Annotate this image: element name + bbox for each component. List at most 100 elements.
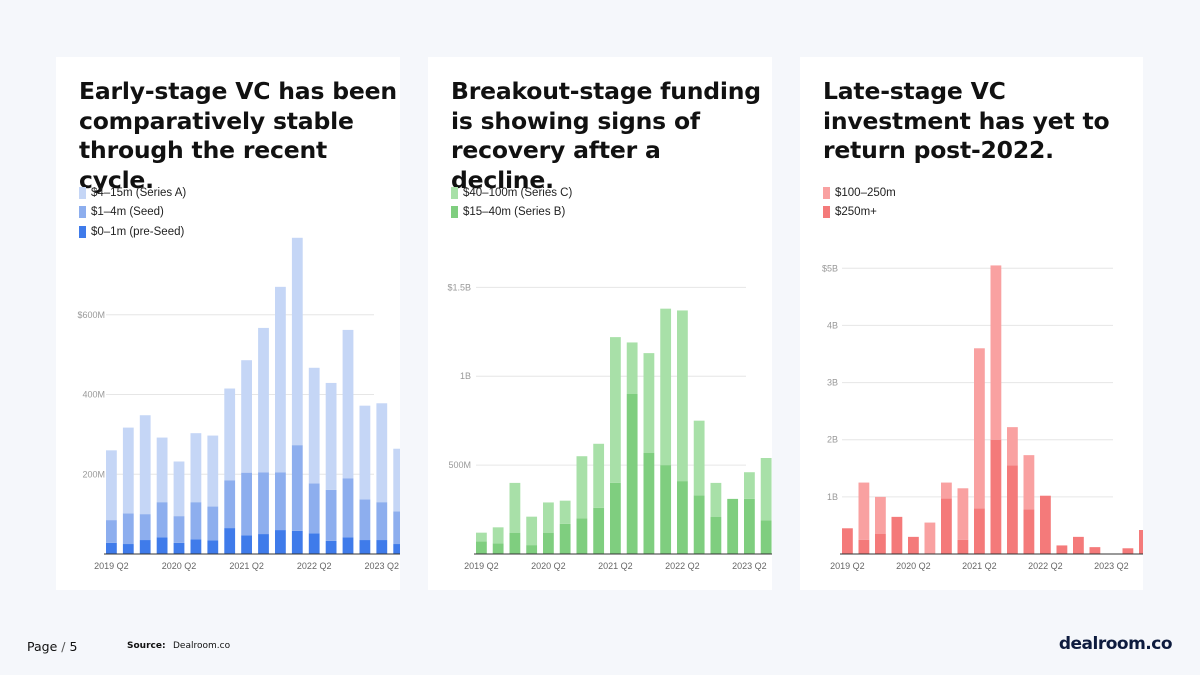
bar-segment	[492, 527, 504, 544]
bar-segment	[858, 482, 870, 540]
bar-segment	[858, 539, 870, 554]
bar-segment	[106, 520, 117, 543]
chart-legend: $4–15m (Series A) $1–4m (Seed) $0–1m (pr…	[79, 183, 186, 242]
bar-segment	[610, 482, 621, 554]
legend-swatch	[823, 186, 830, 199]
bar-segment	[308, 367, 320, 484]
bar-segment	[106, 450, 117, 521]
bar-segment	[173, 516, 185, 543]
legend-label: $4–15m (Series A)	[91, 186, 187, 199]
bar-segment	[957, 488, 969, 540]
bar-segment	[359, 540, 371, 554]
bar-segment	[610, 337, 621, 483]
bar-segment	[1023, 455, 1035, 510]
bar-segment	[308, 483, 320, 534]
bar-segment	[342, 478, 354, 538]
bar-segment	[190, 502, 202, 540]
y-tick-label: 1B	[827, 492, 838, 502]
bar-segment	[190, 433, 202, 503]
bar-segment	[710, 516, 722, 554]
legend-swatch	[79, 186, 86, 199]
bar-segment	[342, 329, 354, 479]
bar-segment	[908, 536, 919, 554]
bar-segment	[1056, 545, 1068, 554]
chart-card-breakout-stage: Breakout-stage funding is showing signs …	[428, 57, 772, 590]
legend-label: $15–40m (Series B)	[463, 206, 566, 219]
bar-segment	[941, 498, 952, 554]
legend-label: $1–4m (Seed)	[91, 206, 164, 219]
legend-item: $40–100m (Series C)	[451, 183, 572, 203]
legend-swatch	[451, 206, 458, 219]
bar-segment	[576, 518, 588, 554]
bar-segment	[325, 540, 337, 554]
chart-title: Early-stage VC has been comparatively st…	[79, 77, 397, 194]
bar-segment	[990, 265, 1002, 440]
bar-segment	[258, 534, 269, 554]
y-tick-label: 1B	[460, 371, 471, 381]
legend-item: $0–1m (pre-Seed)	[79, 222, 186, 242]
source-label: Source:	[127, 641, 166, 651]
bar-segment	[1073, 536, 1084, 554]
x-tick-label: 2020 Q2	[162, 561, 197, 571]
bar-segment	[559, 523, 571, 554]
bar-chart-breakout-stage: 500M 1B $1.5B 2019 Q2 2020 Q2 2021 Q2 2022 Q2 2…	[447, 282, 772, 571]
bar-segment	[393, 448, 400, 512]
bar-segment	[693, 420, 705, 496]
bar-segment	[275, 530, 286, 554]
x-tick-label: 2019 Q2	[94, 561, 129, 571]
bar-segment	[1007, 465, 1018, 554]
x-tick-label: 2021 Q2	[598, 561, 633, 571]
bar-segment	[543, 502, 554, 533]
x-tick-label: 2022 Q2	[297, 561, 332, 571]
legend-label: $0–1m (pre-Seed)	[91, 225, 185, 238]
bar-chart-late-stage: 1B 2B 3B 4B $5B 2019 Q2 2020 Q2 2021 Q2 2022 Q2 2…	[822, 263, 1143, 571]
bar-segment	[275, 472, 286, 531]
y-tick-label: 2B	[827, 435, 838, 445]
bar-segment	[156, 502, 168, 538]
bar-segment	[744, 472, 755, 499]
bar-segment	[974, 508, 985, 554]
bar-segment	[224, 388, 236, 481]
bar-segment	[122, 544, 134, 554]
bar-segment	[139, 514, 151, 541]
bar-segment	[974, 348, 985, 509]
bar-segment	[139, 540, 151, 554]
y-tick-label: $5B	[822, 263, 838, 273]
bar-chart-early-stage: 200M 400M $600M 2019 Q2 2020 Q2 2021 Q2 2022 Q…	[77, 237, 400, 571]
bar-segment	[258, 472, 269, 535]
bar-segment	[990, 439, 1002, 554]
bar-segment	[393, 544, 400, 554]
bar-segment	[941, 482, 952, 499]
bar-segment	[626, 342, 638, 394]
bar-segment	[224, 480, 236, 529]
bar-segment	[139, 415, 151, 515]
bar-segment	[643, 452, 655, 554]
chart-title: Breakout-stage funding is showing signs …	[451, 77, 761, 194]
x-tick-label: 2022 Q2	[1028, 561, 1063, 571]
bar-segment	[258, 327, 269, 473]
x-tick-label: 2020 Q2	[896, 561, 931, 571]
page-number: 5	[69, 639, 78, 654]
chart-card-late-stage: Late-stage VC investment has yet to retu…	[800, 57, 1143, 590]
bar-segment	[156, 437, 168, 503]
legend-swatch	[823, 206, 830, 219]
bar-segment	[626, 394, 638, 554]
bar-segment	[241, 472, 252, 536]
bar-segment	[760, 520, 772, 554]
legend-item: $1–4m (Seed)	[79, 203, 186, 223]
bar-segment	[643, 353, 655, 453]
bar-segment	[190, 539, 202, 554]
bar-segment	[122, 513, 134, 545]
chart-card-early-stage: Early-stage VC has been comparatively st…	[56, 57, 400, 590]
bar-segment	[241, 535, 252, 554]
y-tick-label: 200M	[82, 469, 105, 479]
bar-segment	[526, 545, 538, 554]
y-tick-label: 4B	[827, 320, 838, 330]
bar-segment	[593, 507, 605, 554]
chart-title: Late-stage VC investment has yet to retu…	[823, 77, 1110, 164]
bar-segment	[543, 532, 554, 554]
bar-segment	[1007, 427, 1018, 466]
legend-swatch	[79, 225, 86, 238]
y-tick-label: $600M	[77, 310, 105, 320]
bar-segment	[693, 495, 705, 554]
